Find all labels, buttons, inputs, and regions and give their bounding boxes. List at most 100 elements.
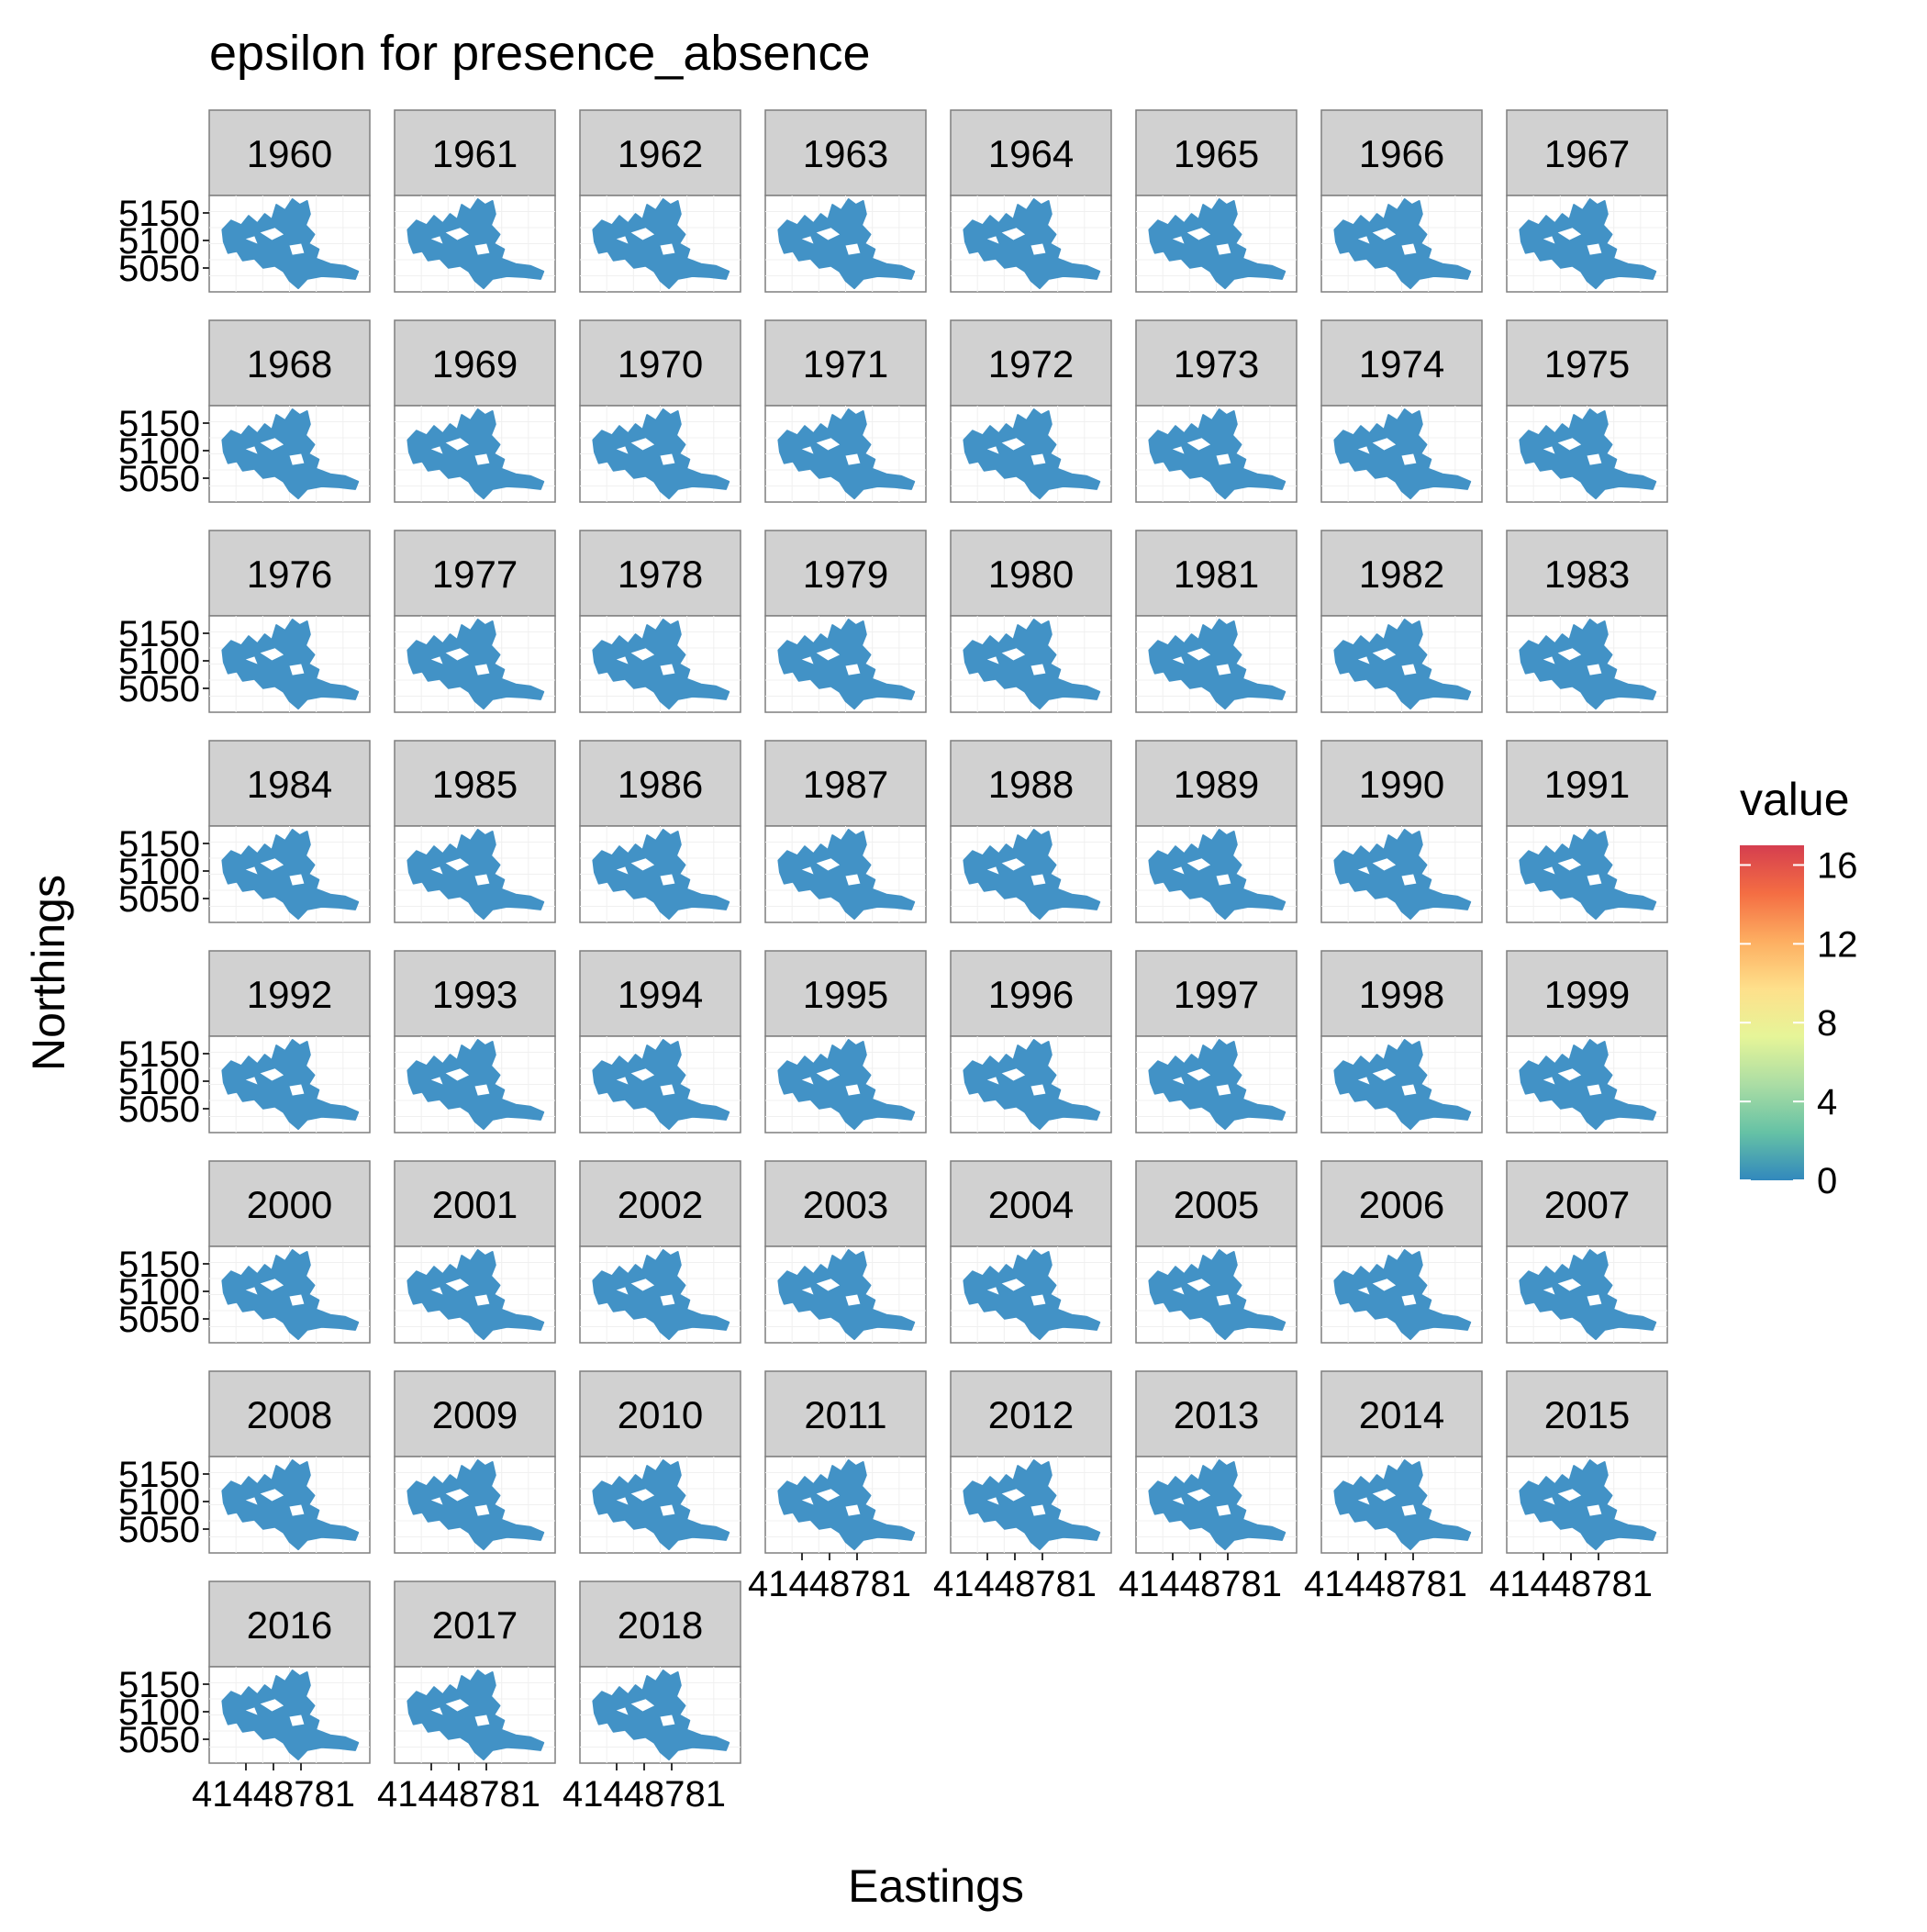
facet-panel: 2006 bbox=[1320, 1160, 1483, 1344]
x-tick-label: 41448781 bbox=[1304, 1564, 1467, 1604]
facet-label: 1974 bbox=[1359, 342, 1444, 385]
region-gap bbox=[445, 1699, 470, 1712]
region-gap bbox=[474, 1714, 490, 1726]
facet-strip bbox=[1506, 950, 1668, 1037]
region-gap bbox=[1587, 1294, 1602, 1306]
region-gap bbox=[260, 1279, 284, 1291]
facet-label: 1994 bbox=[618, 973, 703, 1016]
region-gap bbox=[616, 1497, 629, 1505]
epsilon-region bbox=[1519, 408, 1657, 499]
region-gap bbox=[1543, 656, 1555, 664]
facet-label: 2006 bbox=[1359, 1183, 1444, 1226]
epsilon-region bbox=[1333, 1039, 1472, 1130]
region-gap bbox=[660, 243, 675, 255]
facet-label: 2007 bbox=[1544, 1183, 1630, 1226]
epsilon-region bbox=[963, 829, 1101, 920]
facet-panel: 1990 bbox=[1320, 740, 1483, 923]
region-gap bbox=[1401, 453, 1417, 465]
region-gap bbox=[1172, 446, 1185, 454]
region-gap bbox=[1357, 1287, 1370, 1295]
facet-strip bbox=[208, 1370, 371, 1457]
region-gap bbox=[1372, 228, 1397, 240]
facet-label: 1968 bbox=[247, 342, 332, 385]
facet-panel: 1964 bbox=[950, 109, 1112, 293]
region-gap bbox=[1401, 1504, 1417, 1516]
region-gap bbox=[430, 446, 443, 454]
facet-panel: 1972 bbox=[950, 319, 1112, 503]
x-tick-label: 41448781 bbox=[192, 1774, 355, 1815]
epsilon-region bbox=[407, 829, 545, 920]
y-tick-label: 5050 bbox=[118, 1300, 200, 1340]
y-tick-label: 5150 bbox=[118, 1665, 200, 1705]
y-tick-label: 5050 bbox=[118, 1089, 200, 1130]
facet-strip bbox=[579, 1580, 741, 1668]
region-gap bbox=[816, 438, 841, 451]
region-gap bbox=[1372, 1489, 1397, 1502]
region-gap bbox=[1557, 1279, 1582, 1291]
region-gap bbox=[430, 1287, 443, 1295]
region-gap bbox=[660, 1714, 675, 1726]
facet-label: 2016 bbox=[247, 1603, 332, 1647]
facet-strip bbox=[394, 950, 556, 1037]
region-gap bbox=[245, 1497, 258, 1505]
region-gap bbox=[845, 1084, 861, 1096]
region-gap bbox=[1030, 1294, 1046, 1306]
region-gap bbox=[1557, 648, 1582, 661]
facet-panel: 1965 bbox=[1135, 109, 1298, 293]
region-gap bbox=[630, 858, 655, 871]
facet-panel: 2015 41448781 bbox=[1489, 1370, 1668, 1604]
epsilon-region bbox=[221, 408, 360, 499]
region-gap bbox=[1186, 1279, 1211, 1291]
facet-label: 1960 bbox=[247, 132, 332, 175]
region-gap bbox=[1001, 1068, 1026, 1081]
region-gap bbox=[1001, 1279, 1026, 1291]
region-gap bbox=[1587, 1084, 1602, 1096]
facet-label: 2014 bbox=[1359, 1393, 1444, 1436]
x-tick-label: 41448781 bbox=[1489, 1564, 1653, 1604]
region-gap bbox=[1557, 438, 1582, 451]
facet-panel: 2001 bbox=[394, 1160, 556, 1344]
facet-strip bbox=[208, 1580, 371, 1668]
region-gap bbox=[801, 656, 814, 664]
facet-panel: 1987 bbox=[764, 740, 927, 923]
facet-panel: 1981 bbox=[1135, 530, 1298, 713]
region-gap bbox=[1001, 228, 1026, 240]
region-gap bbox=[445, 858, 470, 871]
region-gap bbox=[845, 453, 861, 465]
facet-panel: 2003 bbox=[764, 1160, 927, 1344]
region-gap bbox=[1357, 236, 1370, 244]
region-gap bbox=[845, 243, 861, 255]
epsilon-region bbox=[777, 1039, 916, 1130]
facet-label: 1999 bbox=[1544, 973, 1630, 1016]
epsilon-region bbox=[1148, 198, 1287, 289]
facet-label: 1975 bbox=[1544, 342, 1630, 385]
epsilon-region bbox=[407, 1670, 545, 1760]
facet-panel: 1971 bbox=[764, 319, 927, 503]
facet-panel: 1995 bbox=[764, 950, 927, 1134]
legend-title: value bbox=[1740, 774, 1850, 825]
region-gap bbox=[660, 1504, 675, 1516]
epsilon-region bbox=[1519, 198, 1657, 289]
facet-strip bbox=[1506, 319, 1668, 407]
region-gap bbox=[260, 1068, 284, 1081]
epsilon-region bbox=[1333, 619, 1472, 709]
facet-label: 2000 bbox=[247, 1183, 332, 1226]
facet-strip bbox=[579, 740, 741, 827]
region-gap bbox=[1401, 664, 1417, 676]
facet-label: 1977 bbox=[432, 553, 518, 596]
region-gap bbox=[474, 664, 490, 676]
region-gap bbox=[630, 1279, 655, 1291]
facet-label: 2002 bbox=[618, 1183, 703, 1226]
facet-strip bbox=[1135, 1160, 1298, 1247]
facet-label: 1982 bbox=[1359, 553, 1444, 596]
region-gap bbox=[660, 664, 675, 676]
region-gap bbox=[801, 1287, 814, 1295]
facet-strip bbox=[208, 1160, 371, 1247]
region-gap bbox=[1172, 236, 1185, 244]
epsilon-region bbox=[592, 1670, 730, 1760]
epsilon-region bbox=[407, 1249, 545, 1340]
region-gap bbox=[1172, 1287, 1185, 1295]
y-tick-label: 5100 bbox=[118, 852, 200, 892]
facet-strip bbox=[394, 1580, 556, 1668]
